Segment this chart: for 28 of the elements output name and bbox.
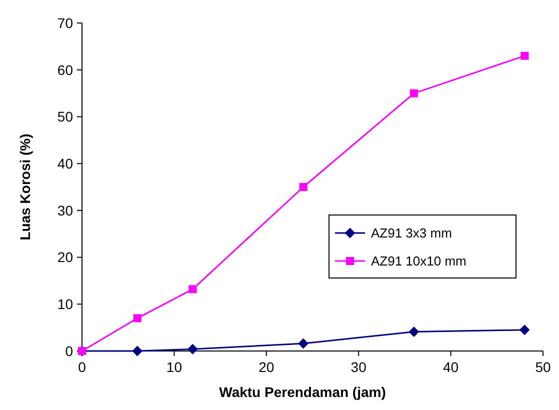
legend-label: AZ91 10x10 mm <box>371 254 466 269</box>
point <box>520 52 529 60</box>
x-axis-title: Waktu Perendaman (jam) <box>219 384 386 400</box>
y-tick-label: 20 <box>57 249 74 266</box>
x-tick-label: 20 <box>258 359 274 375</box>
x-tick-label: 0 <box>78 359 86 375</box>
x-tick-label: 40 <box>443 359 459 375</box>
y-tick-label: 0 <box>65 342 74 359</box>
legend-label: AZ91 3x3 mm <box>371 226 452 241</box>
y-tick-label: 10 <box>57 296 74 312</box>
point <box>408 326 419 337</box>
y-tick-label: 70 <box>57 14 74 31</box>
point <box>298 338 308 349</box>
x-tick-label: 30 <box>350 359 367 375</box>
x-tick-label: 50 <box>535 359 551 375</box>
point <box>133 314 142 322</box>
y-tick-label: 50 <box>57 108 74 125</box>
point <box>188 285 197 294</box>
y-tick-label: 40 <box>57 155 74 172</box>
point <box>188 344 198 354</box>
y-tick-label: 30 <box>57 202 74 218</box>
x-tick-label: 10 <box>166 359 182 375</box>
point <box>132 346 142 356</box>
point <box>520 324 530 335</box>
y-tick-label: 60 <box>57 62 74 78</box>
point <box>410 89 418 98</box>
y-axis-title: Luas Korosi (%) <box>17 134 33 240</box>
point <box>299 183 308 191</box>
